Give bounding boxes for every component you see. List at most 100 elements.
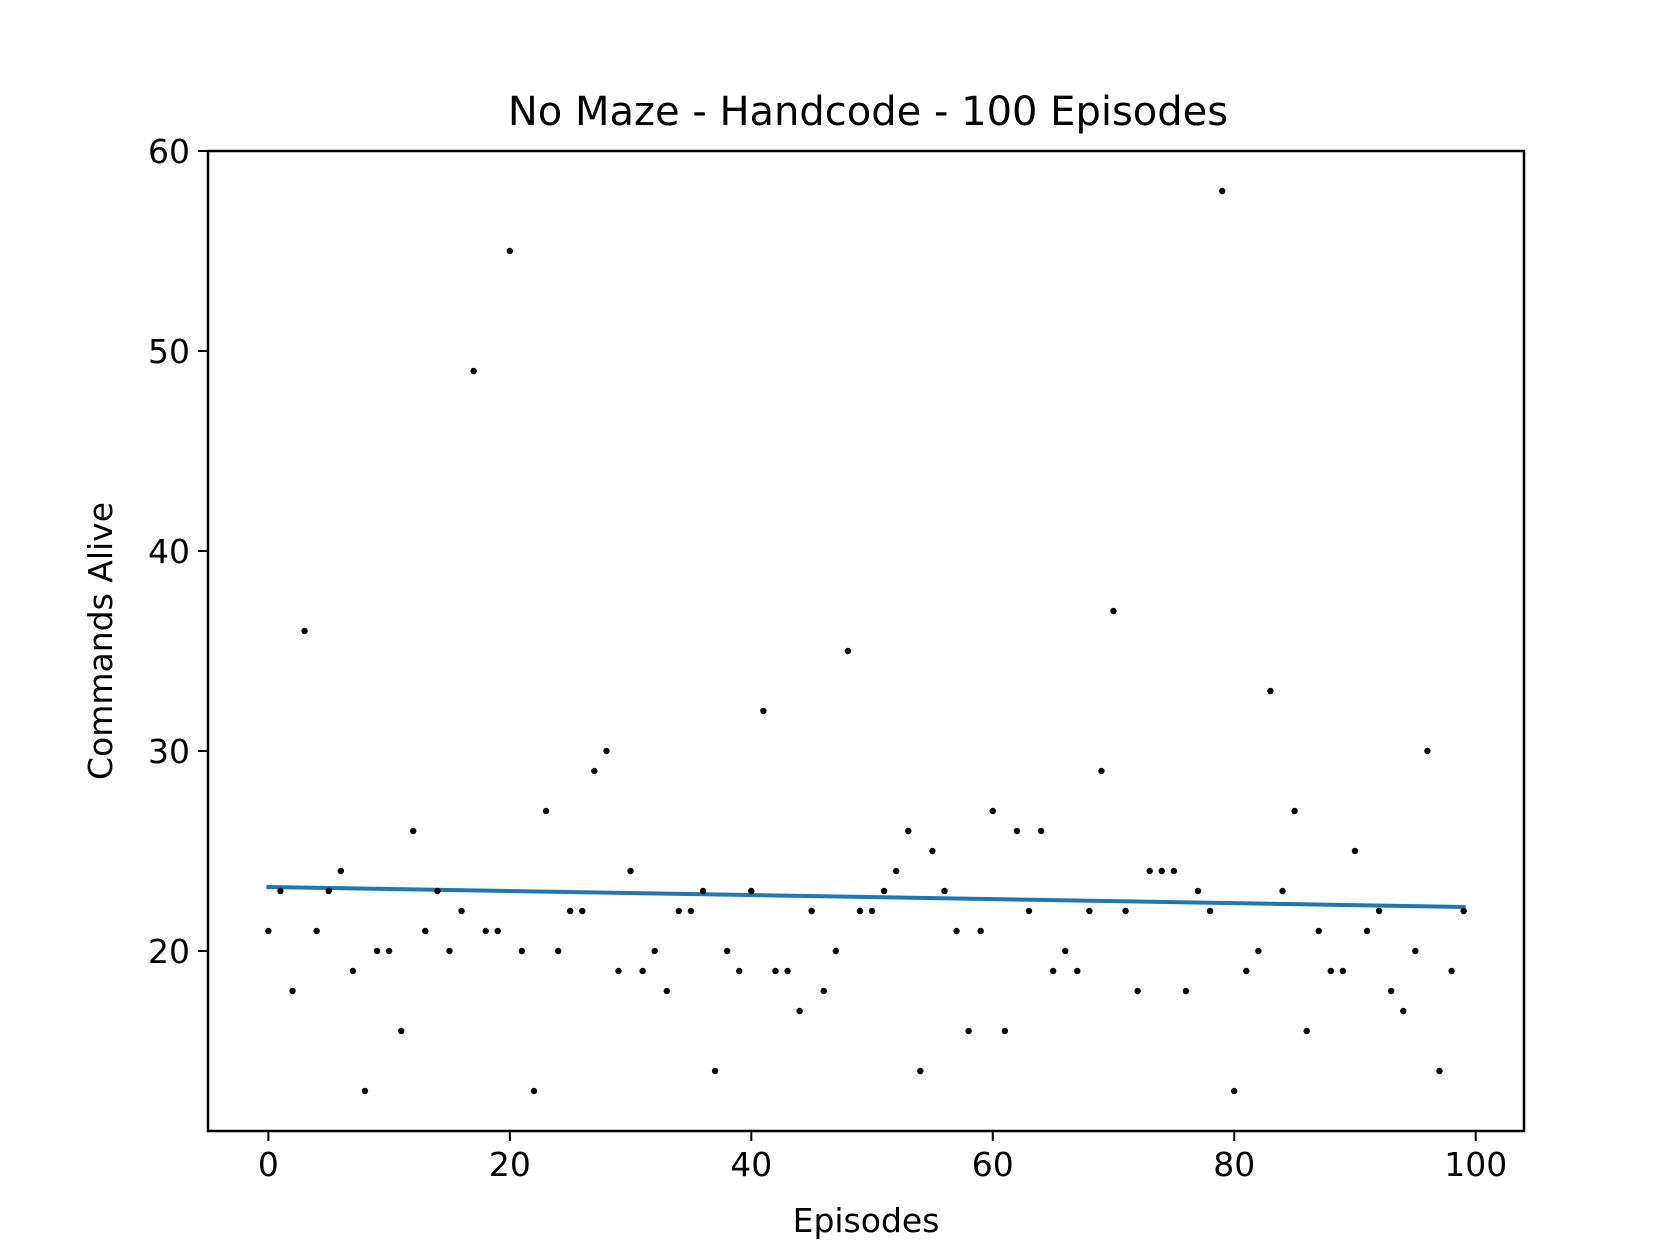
data-point xyxy=(1206,907,1214,915)
data-point xyxy=(639,967,646,975)
data-point xyxy=(820,987,827,995)
data-point xyxy=(844,647,852,655)
data-point xyxy=(1255,947,1262,955)
data-point xyxy=(832,947,840,955)
y-tick-label: 60 xyxy=(148,132,190,171)
data-point xyxy=(1339,967,1347,975)
x-tick-label: 80 xyxy=(1213,1145,1255,1184)
data-point xyxy=(1303,1027,1310,1035)
data-point xyxy=(385,947,393,955)
data-point xyxy=(1327,967,1335,975)
data-point xyxy=(1062,947,1069,955)
data-point xyxy=(965,1027,972,1035)
data-point xyxy=(723,947,731,955)
data-point xyxy=(784,967,791,975)
data-point xyxy=(1134,987,1141,995)
data-point xyxy=(1146,867,1153,875)
data-point xyxy=(458,907,465,915)
data-point xyxy=(1194,887,1202,895)
data-point xyxy=(1170,867,1178,875)
data-point xyxy=(1037,827,1045,835)
data-point xyxy=(772,967,779,975)
data-point xyxy=(1387,987,1395,995)
data-point xyxy=(748,887,755,895)
data-point xyxy=(422,927,429,935)
data-point xyxy=(953,927,960,935)
data-point xyxy=(1315,927,1322,935)
data-point xyxy=(868,907,876,915)
data-point xyxy=(567,907,574,915)
data-point xyxy=(1182,987,1190,995)
data-point xyxy=(313,927,320,935)
data-point xyxy=(1363,927,1371,935)
data-point xyxy=(760,707,767,715)
x-axis-label: Episodes xyxy=(793,1201,940,1240)
data-point xyxy=(554,947,562,955)
data-point xyxy=(301,627,308,635)
data-point xyxy=(579,907,586,915)
chart-title: No Maze - Handcode - 100 Episodes xyxy=(508,89,1228,135)
data-point xyxy=(941,887,948,895)
y-tick-label: 40 xyxy=(148,532,190,571)
data-point xyxy=(530,1087,538,1095)
data-point xyxy=(1110,607,1117,615)
data-point xyxy=(675,907,683,915)
data-point xyxy=(494,927,501,935)
x-tick-label: 40 xyxy=(730,1145,772,1184)
data-point xyxy=(1375,907,1383,915)
data-point xyxy=(397,1027,405,1035)
data-point xyxy=(1122,907,1129,915)
data-point xyxy=(1424,747,1431,755)
data-point xyxy=(410,827,417,835)
data-point xyxy=(349,967,357,975)
data-point xyxy=(917,1067,924,1075)
x-tick-label: 100 xyxy=(1444,1145,1507,1184)
y-tick-label: 30 xyxy=(148,732,190,771)
data-point xyxy=(711,1067,719,1075)
data-point xyxy=(470,367,477,375)
data-point xyxy=(1279,887,1286,895)
data-point xyxy=(929,847,936,855)
data-point xyxy=(1098,767,1105,775)
x-tick-label: 20 xyxy=(489,1145,531,1184)
data-point xyxy=(977,927,984,935)
data-point xyxy=(1351,847,1359,855)
data-point xyxy=(1086,907,1093,915)
y-tick-label: 50 xyxy=(148,332,190,371)
data-point xyxy=(1267,687,1274,695)
data-point xyxy=(361,1087,369,1095)
data-point xyxy=(796,1007,803,1015)
data-point xyxy=(1025,907,1033,915)
data-point xyxy=(892,867,900,875)
data-point xyxy=(989,807,996,815)
data-point xyxy=(337,867,345,875)
data-point xyxy=(289,987,296,995)
data-point xyxy=(1074,967,1081,975)
data-point xyxy=(373,947,381,955)
data-point xyxy=(663,987,670,995)
data-point xyxy=(699,887,707,895)
data-point xyxy=(265,927,272,935)
data-point xyxy=(1218,187,1226,195)
trend-line xyxy=(266,884,1466,910)
data-point xyxy=(651,947,658,955)
y-axis-label: Commands Alive xyxy=(81,502,120,780)
x-tick-label: 0 xyxy=(258,1145,279,1184)
data-point xyxy=(1291,807,1298,815)
data-point xyxy=(880,887,888,895)
data-point xyxy=(325,887,332,895)
data-point xyxy=(434,887,441,895)
data-point xyxy=(687,907,695,915)
data-point xyxy=(808,907,815,915)
data-point xyxy=(615,967,622,975)
data-point xyxy=(518,947,526,955)
data-point xyxy=(1231,1087,1238,1095)
data-point xyxy=(591,767,598,775)
x-tick-label: 60 xyxy=(972,1145,1014,1184)
data-point xyxy=(905,827,912,835)
y-tick-label: 20 xyxy=(148,932,190,971)
data-point xyxy=(1448,967,1455,975)
data-point xyxy=(736,967,743,975)
